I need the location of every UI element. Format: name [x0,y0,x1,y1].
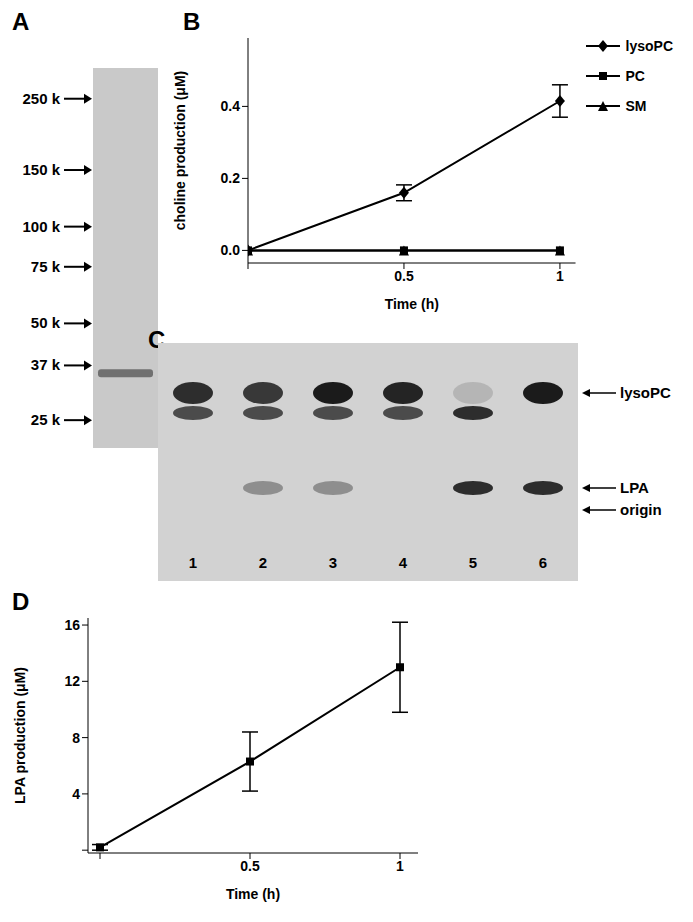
svg-text:1: 1 [556,268,564,284]
svg-text:0.5: 0.5 [394,268,414,284]
svg-text:100 k: 100 k [22,218,60,235]
svg-text:4: 4 [72,786,80,802]
svg-text:4: 4 [399,554,408,571]
svg-text:8: 8 [72,730,80,746]
svg-text:lysoPC: lysoPC [620,384,671,401]
svg-text:150 k: 150 k [22,161,60,178]
svg-text:37 k: 37 k [31,356,61,373]
svg-text:origin: origin [620,501,662,518]
svg-text:Time (h): Time (h) [385,296,439,312]
svg-text:16: 16 [64,617,80,633]
svg-text:50 k: 50 k [31,314,61,331]
svg-text:0.5: 0.5 [240,858,260,874]
svg-text:25 k: 25 k [31,411,61,428]
svg-text:LPA production (μM): LPA production (μM) [12,667,28,804]
html-text:B: B [183,8,201,35]
svg-text:choline production (μM): choline production (μM) [172,71,188,230]
svg-text:6: 6 [539,554,547,571]
svg-text:1: 1 [189,554,197,571]
html-text:A: A [12,8,30,35]
html-text:SM: SM [625,98,647,114]
svg-text:75 k: 75 k [31,258,61,275]
svg-text:Time (h): Time (h) [226,886,280,902]
svg-text:5: 5 [469,554,477,571]
svg-text:2: 2 [259,554,267,571]
svg-text:12: 12 [64,673,80,689]
html-text:PC: PC [625,68,645,84]
html-text:lysoPC: lysoPC [625,38,673,54]
svg-text:3: 3 [329,554,337,571]
svg-text:LPA: LPA [620,479,649,496]
svg-text:0.2: 0.2 [221,170,241,186]
svg-text:0.0: 0.0 [221,242,241,258]
html-text:D: D [12,588,30,615]
svg-text:250 k: 250 k [22,90,60,107]
svg-text:0.4: 0.4 [221,98,241,114]
svg-text:1: 1 [396,858,404,874]
html-text:C: C [148,326,166,353]
